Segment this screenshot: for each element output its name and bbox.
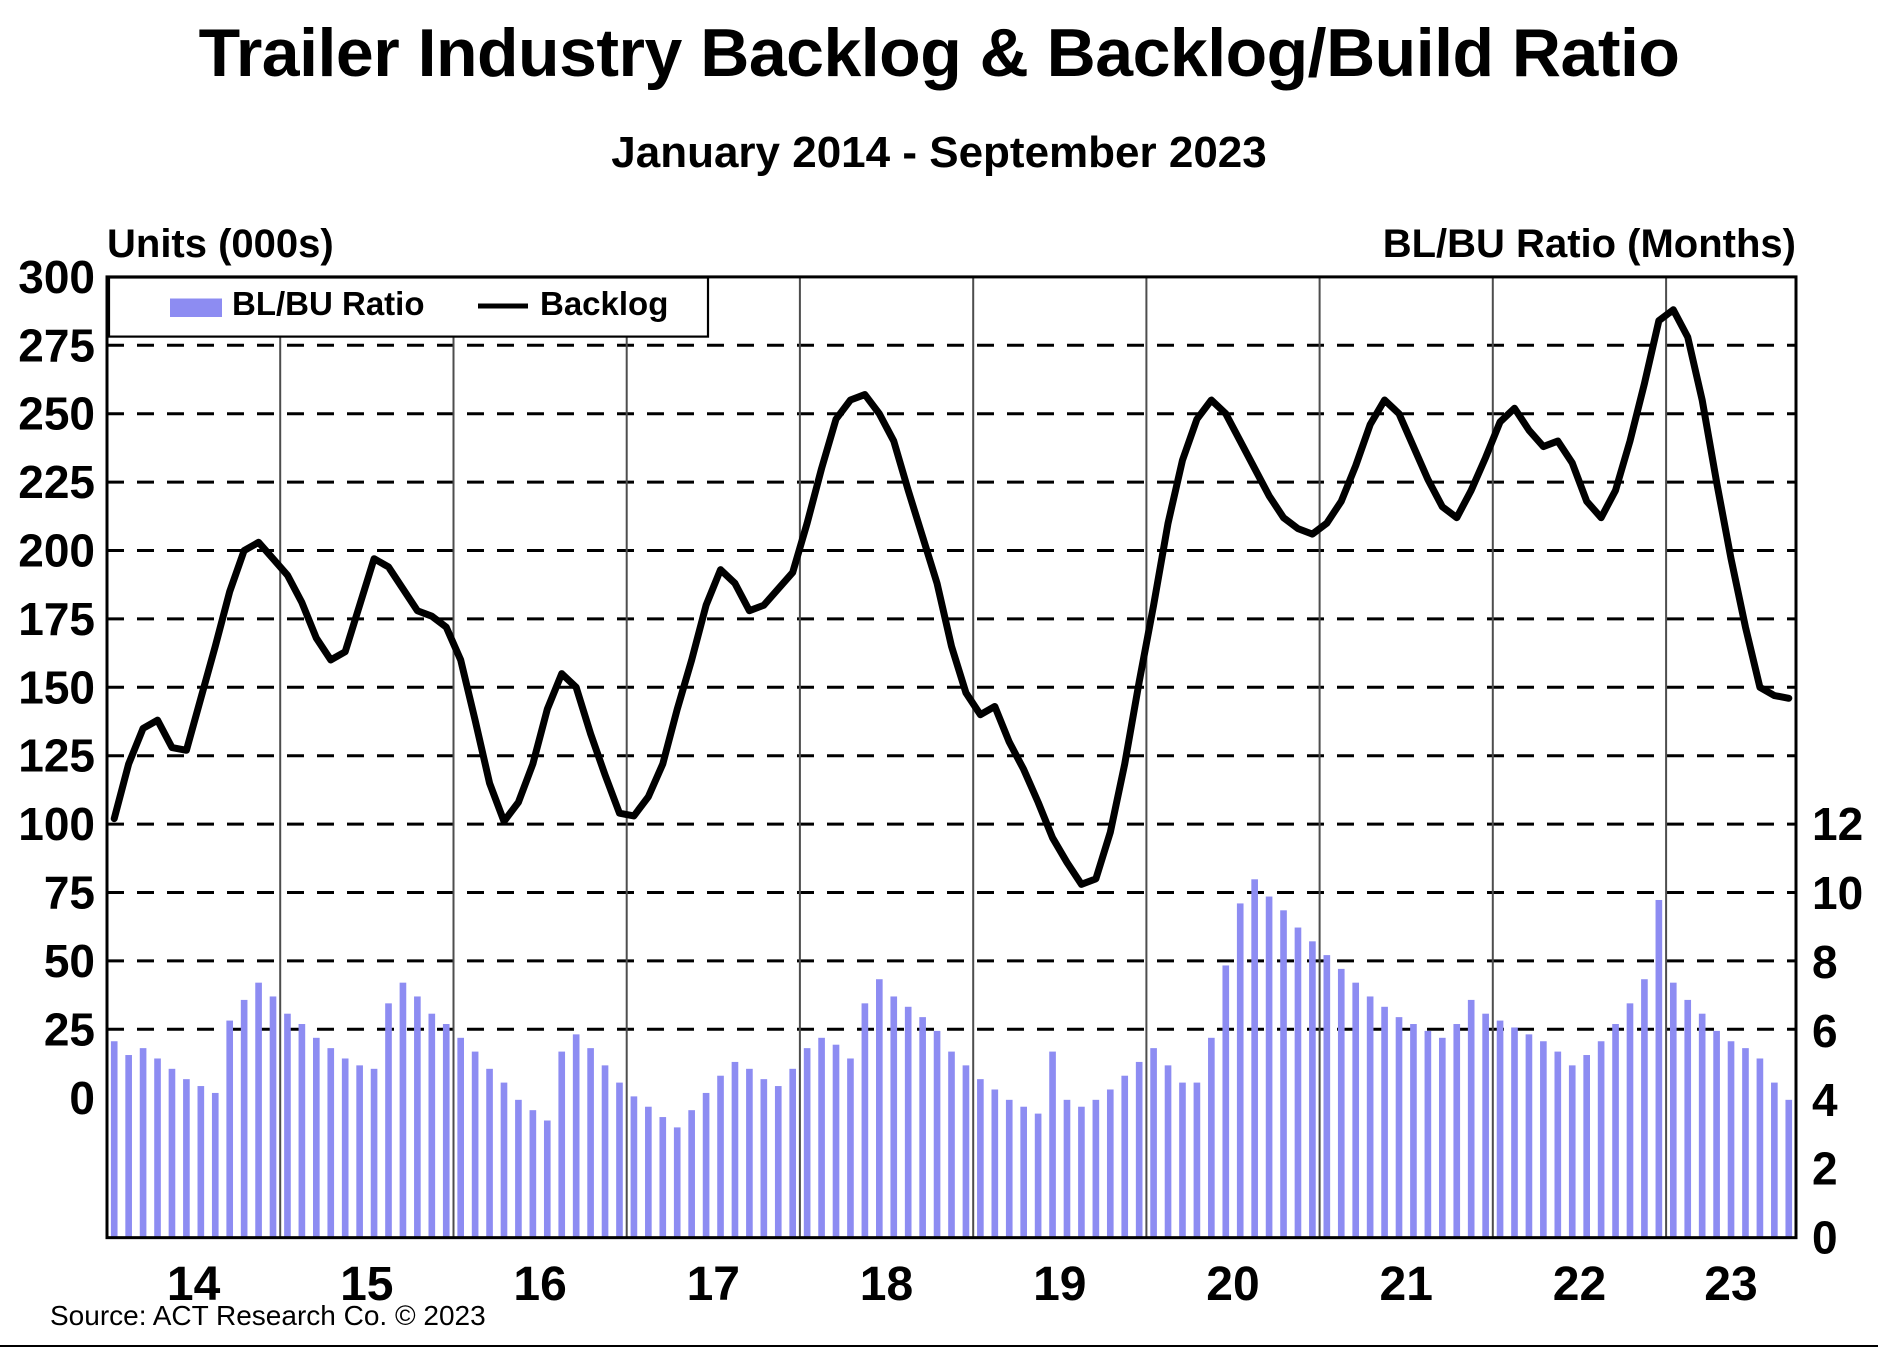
svg-text:0: 0	[1812, 1212, 1838, 1264]
svg-text:BL/BU Ratio: BL/BU Ratio	[232, 285, 425, 322]
svg-text:20: 20	[1206, 1258, 1259, 1311]
svg-text:21: 21	[1380, 1258, 1433, 1311]
svg-text:19: 19	[1033, 1258, 1086, 1311]
svg-text:0: 0	[69, 1072, 95, 1124]
svg-text:175: 175	[18, 593, 95, 645]
svg-text:250: 250	[18, 388, 95, 440]
svg-text:4: 4	[1812, 1074, 1838, 1126]
svg-text:22: 22	[1553, 1258, 1606, 1311]
svg-text:300: 300	[18, 251, 95, 303]
svg-text:6: 6	[1812, 1005, 1838, 1057]
svg-text:125: 125	[18, 730, 95, 782]
svg-text:275: 275	[18, 319, 95, 371]
svg-text:50: 50	[44, 935, 95, 987]
svg-text:23: 23	[1704, 1258, 1757, 1311]
svg-text:225: 225	[18, 456, 95, 508]
svg-text:18: 18	[860, 1258, 913, 1311]
svg-text:2: 2	[1812, 1143, 1838, 1195]
svg-text:8: 8	[1812, 936, 1838, 988]
svg-text:25: 25	[44, 1003, 95, 1055]
svg-text:100: 100	[18, 798, 95, 850]
svg-text:12: 12	[1812, 798, 1863, 850]
svg-text:17: 17	[687, 1258, 740, 1311]
svg-text:10: 10	[1812, 867, 1863, 919]
svg-text:200: 200	[18, 525, 95, 577]
svg-text:16: 16	[513, 1258, 566, 1311]
svg-text:150: 150	[18, 661, 95, 713]
svg-text:75: 75	[44, 867, 95, 919]
svg-text:Backlog: Backlog	[540, 285, 668, 322]
